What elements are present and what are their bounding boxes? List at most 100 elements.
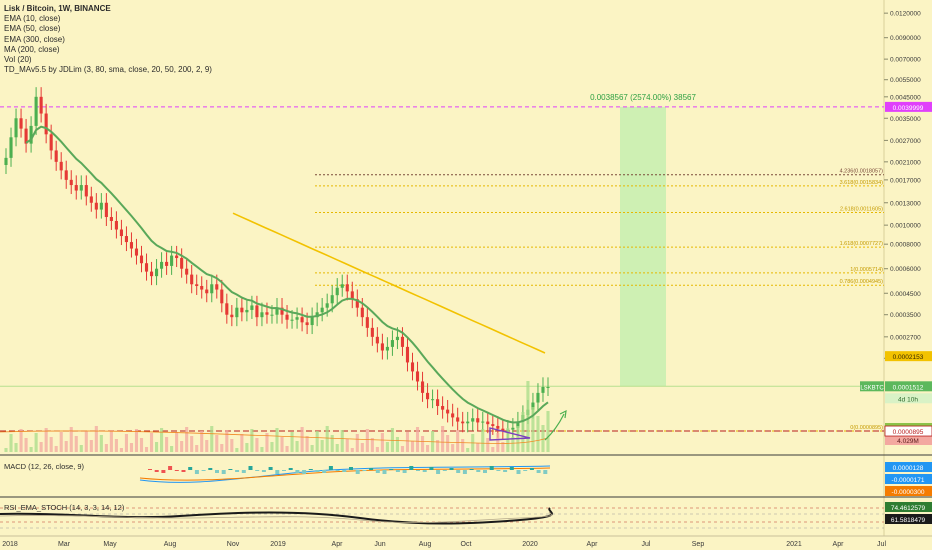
volume-bar [114,439,118,452]
macd-histogram-bar [469,469,474,470]
candle [124,236,129,243]
candle [420,381,425,393]
candle [476,418,480,423]
macd-value-tag-bg [885,462,932,472]
volume-bar [456,430,460,452]
volume-bar [24,438,28,452]
x-tick-label: Sep [692,541,705,548]
candle [205,289,209,294]
candle [225,303,229,315]
candle [260,312,264,318]
fib-label: 0(0.0000895) [850,425,883,431]
candle [39,96,43,114]
macd-histogram-bar [215,470,219,473]
volume-bar [220,444,224,452]
x-tick-label: Jul [877,541,886,548]
volume-bar [200,431,204,452]
macd-histogram-bar [402,470,407,473]
y-tick-label: 0.0021000 [890,159,921,166]
volume-bar [325,426,329,452]
macd-histogram-bar [168,466,173,470]
macd-histogram-bar [536,470,541,473]
candle [511,427,515,430]
volume-bar [149,433,154,452]
fib-label: 1(0.0005714) [850,267,883,273]
volume-bar [330,435,334,452]
breakout-arrow [544,413,565,441]
volume-bar [250,429,254,452]
x-tick-label: Jun [374,541,385,548]
volume-bar [265,433,269,452]
y-tick-label: 0.0004500 [890,291,921,298]
y-tick-label: 0.0013000 [890,200,921,207]
volume-bar [395,437,400,452]
volume-bar [255,438,259,452]
y-tick-label: 0.0010000 [890,223,921,230]
volume-bar [400,446,405,452]
candle [160,261,164,269]
macd-histogram-bar [241,470,246,473]
candle [94,202,98,210]
macd-histogram-bar [288,468,293,470]
projection-label: 0.0038567 (2574.00%) 38567 [590,93,696,102]
candle [165,261,169,266]
volume-bar [305,436,309,452]
volume-bar [119,448,123,452]
rsi-ema-line [0,511,553,523]
candle [350,291,354,300]
countdown-tag-bg [885,393,932,404]
candle [89,196,93,203]
macd-histogram-bar [409,466,414,470]
macd-histogram-bar [235,470,240,472]
y-tick-label: 0.0120000 [890,11,921,18]
macd-histogram-bar [456,470,461,473]
macd-histogram-bar [496,470,501,471]
candle [149,271,154,277]
ema-line [25,125,549,424]
x-tick-label: Aug [419,541,432,548]
volume-bar [365,429,369,452]
macd-histogram-bar [483,470,487,473]
x-tick-label: Oct [461,541,472,548]
candle [200,285,204,290]
rsi-value-tag: 74.4612579 [891,505,926,512]
macd-histogram-bar [476,470,481,472]
volume-bar [99,435,103,452]
candle [54,150,58,162]
candle [456,417,460,422]
candle [245,309,249,313]
volume-bar [210,426,214,452]
y-tick-label: 0.0027000 [890,138,921,145]
volume-bar [9,434,13,452]
y-tick-label: 0.0070000 [890,57,921,64]
candle [180,258,184,269]
candle [290,319,294,321]
macd-histogram-bar [181,470,186,472]
macd-histogram-bar [308,469,313,470]
volume-bar [506,428,510,452]
macd-histogram-bar [529,468,534,470]
target-price-tag [885,101,932,112]
macd-histogram-bar [208,468,213,470]
candle [516,421,520,428]
candle [315,312,319,318]
volume-bar [420,436,425,452]
volume-bar [335,444,339,452]
volume-bar [521,412,525,452]
volume-bar [160,428,164,452]
candle [385,346,389,351]
macd-histogram-bar [255,470,260,471]
last-price-tag: 0.0001512 [893,384,924,391]
legend-vol: Vol (20) [4,55,32,65]
projection-box [620,106,666,387]
volume-bar [180,441,184,452]
candle [49,134,53,151]
y-tick-label: 0.0008000 [890,242,921,249]
volume-bar [491,447,495,452]
legend-td: TD_MAv5.5 by JDLim (3, 80, sma, close, 2… [4,65,212,75]
candle [210,284,214,294]
volume-bar [320,440,324,452]
candle [436,399,440,407]
macd-histogram-bar [228,469,233,470]
